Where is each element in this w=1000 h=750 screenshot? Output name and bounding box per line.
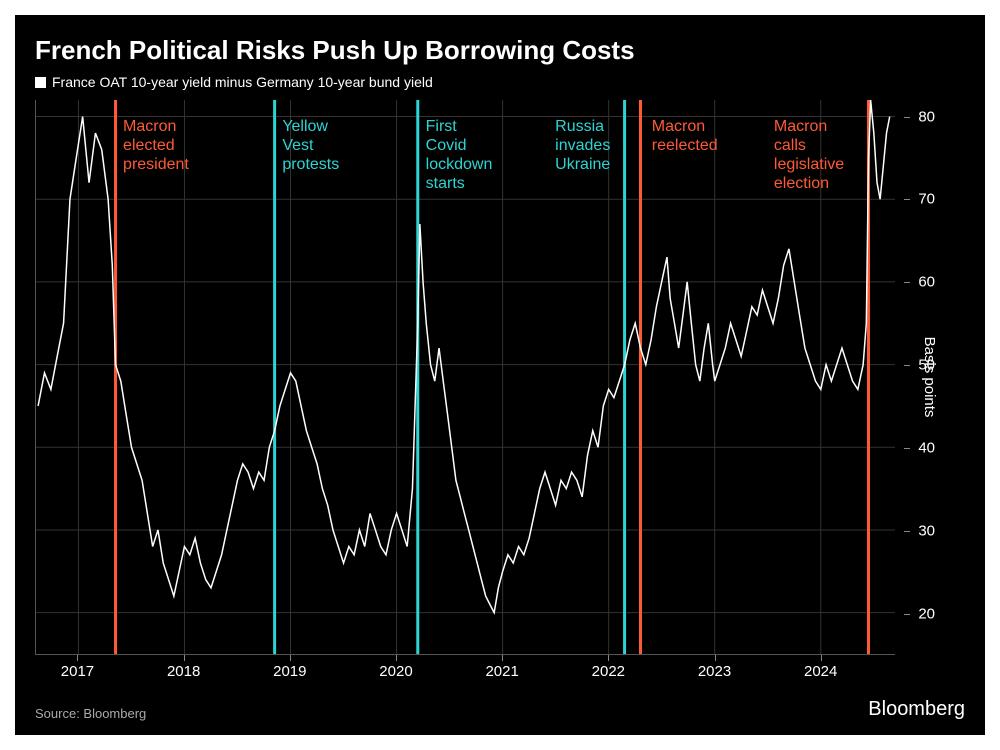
y-tickmark bbox=[904, 117, 910, 118]
x-tick: 2022 bbox=[592, 663, 625, 680]
x-tick: 2017 bbox=[61, 663, 94, 680]
y-tickmark bbox=[904, 531, 910, 532]
y-tick: 60 bbox=[918, 274, 935, 291]
y-tickmark bbox=[904, 365, 910, 366]
y-tickmark bbox=[904, 199, 910, 200]
y-tick: 40 bbox=[918, 439, 935, 456]
chart-title: French Political Risks Push Up Borrowing… bbox=[15, 35, 985, 74]
y-tick: 30 bbox=[918, 522, 935, 539]
source-text: Source: Bloomberg bbox=[35, 706, 146, 721]
x-tickmark bbox=[77, 655, 78, 661]
event-label: Macron calls legislative election bbox=[774, 117, 844, 194]
y-tickmark bbox=[904, 282, 910, 283]
x-tick: 2020 bbox=[379, 663, 412, 680]
brand-text: Bloomberg bbox=[868, 698, 965, 721]
y-tickmark bbox=[904, 448, 910, 449]
y-tick: 70 bbox=[918, 191, 935, 208]
x-tickmark bbox=[715, 655, 716, 661]
x-tickmark bbox=[502, 655, 503, 661]
x-tickmark bbox=[396, 655, 397, 661]
event-label: First Covid lockdown starts bbox=[426, 117, 493, 194]
chart-legend: France OAT 10-year yield minus Germany 1… bbox=[15, 74, 985, 100]
x-tickmark bbox=[608, 655, 609, 661]
y-tick: 80 bbox=[918, 108, 935, 125]
x-tickmark bbox=[184, 655, 185, 661]
y-tick: 20 bbox=[918, 605, 935, 622]
event-label: Macron elected president bbox=[123, 117, 189, 175]
legend-marker bbox=[35, 77, 46, 88]
x-tick: 2023 bbox=[698, 663, 731, 680]
event-label: Macron reelected bbox=[652, 117, 718, 155]
chart-container: French Political Risks Push Up Borrowing… bbox=[15, 15, 985, 735]
y-axis-label: Basis points bbox=[921, 337, 938, 418]
event-label: Russia invades Ukraine bbox=[555, 117, 610, 175]
plot-area: 20304050607080 Basis points Macron elect… bbox=[35, 100, 895, 655]
x-tick: 2021 bbox=[485, 663, 518, 680]
y-tickmark bbox=[904, 614, 910, 615]
x-tick: 2024 bbox=[804, 663, 837, 680]
x-tick: 2019 bbox=[273, 663, 306, 680]
x-tickmark bbox=[821, 655, 822, 661]
event-label: Yellow Vest protests bbox=[282, 117, 339, 175]
x-tickmark bbox=[290, 655, 291, 661]
x-tick: 2018 bbox=[167, 663, 200, 680]
x-axis: 2017 2018 2019 2020 2021 2022 2023 2024 bbox=[35, 655, 895, 685]
legend-label: France OAT 10-year yield minus Germany 1… bbox=[52, 74, 433, 90]
